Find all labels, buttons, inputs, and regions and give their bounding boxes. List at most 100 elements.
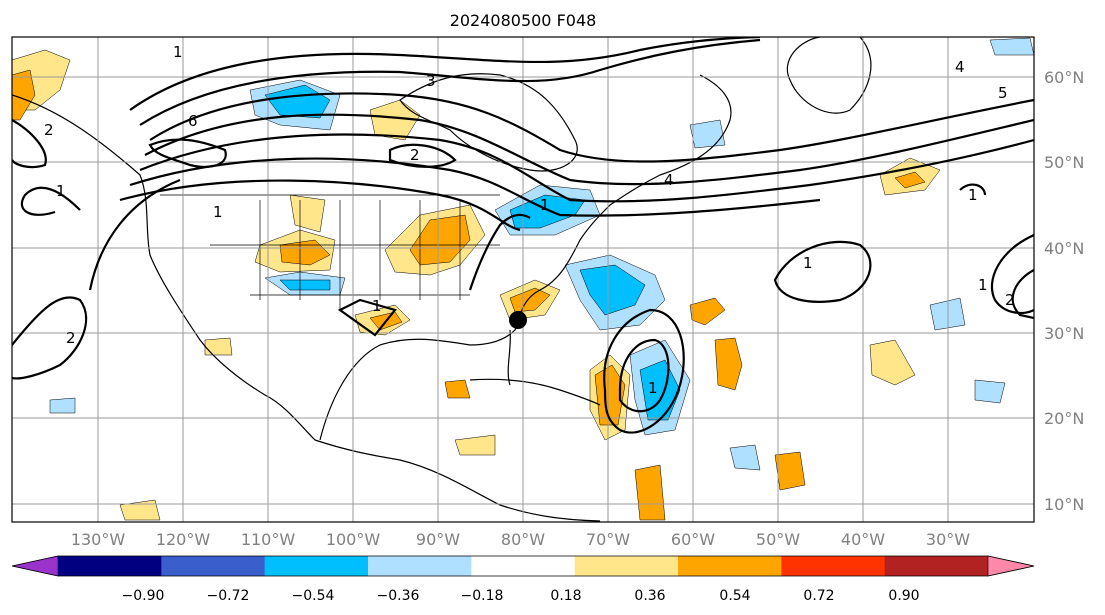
lon-label: 60°W [671, 530, 715, 549]
colorbar-tick-label: 0.18 [550, 588, 581, 604]
colorbar [11, 555, 1035, 577]
colorbar-segment [471, 556, 576, 576]
colorbar-tick-label: −0.54 [292, 588, 335, 604]
lon-label: 50°W [756, 530, 800, 549]
anomaly-positive [454, 434, 496, 456]
colorbar-segment [368, 556, 472, 576]
contour-line [990, 233, 1034, 315]
lat-label: 10°N [1044, 495, 1084, 514]
contour-label: 6 [188, 112, 198, 130]
contour-line [618, 338, 670, 413]
contour-label: 2 [44, 121, 54, 139]
colorbar-segment [987, 555, 1035, 577]
contour-line [139, 133, 1034, 203]
lat-label: 40°N [1044, 239, 1084, 258]
anomaly-negative [49, 397, 76, 414]
contour-label: 3 [426, 72, 436, 90]
contour-line [337, 298, 397, 337]
lon-label: 100°W [326, 530, 381, 549]
map-frame [11, 36, 1035, 523]
colorbar-segment [58, 556, 162, 576]
contour-labels: 1 1 2 2 3 4 4 5 6 1 1 2 1 1 1 1 2 1 [44, 43, 1015, 397]
contour-line [959, 183, 987, 196]
map-area: 1 1 2 2 3 4 4 5 6 1 1 2 1 1 1 1 2 1 [12, 37, 1034, 522]
contour-label: 1 [648, 379, 658, 397]
contour-label: 2 [1005, 291, 1015, 309]
lat-label: 60°N [1044, 68, 1084, 87]
anomaly-positive [444, 379, 471, 399]
colorbar-segment [678, 556, 782, 576]
anomaly-negative [579, 264, 646, 316]
colorbar-tick-label: −0.72 [207, 588, 250, 604]
contour-label: 1 [173, 43, 183, 61]
colorbar-tick-label: −0.90 [122, 588, 165, 604]
contour-line [149, 92, 1034, 163]
colorbar-segment [574, 556, 679, 576]
anomaly-positive [369, 99, 421, 141]
contour-label: 1 [978, 276, 988, 294]
anomaly-positive [204, 337, 233, 356]
contour-line [773, 240, 872, 303]
anomaly-negative [974, 379, 1006, 404]
contour-line [129, 157, 821, 217]
anomaly-positive [869, 339, 916, 386]
contour-label: 1 [56, 182, 66, 200]
contour-label: 1 [372, 297, 382, 315]
anomaly-positive [12, 69, 36, 121]
contour-label: 2 [66, 329, 76, 347]
lon-label: 120°W [156, 530, 211, 549]
colorbar-tick-labels: −0.90 −0.72 −0.54 −0.36 −0.18 0.18 0.36 … [122, 588, 920, 604]
colorbar-tick-label: 0.72 [803, 588, 834, 604]
colorbar-segment [781, 556, 886, 576]
colorbar-segment [161, 556, 266, 576]
anomaly-negative [729, 444, 761, 471]
contour-line [1011, 269, 1034, 320]
station-dot-marker [509, 311, 527, 329]
anomaly-positive [894, 171, 926, 189]
lon-label: 30°W [926, 530, 970, 549]
anomaly-positive [634, 464, 666, 521]
colorbar-segment [11, 555, 59, 577]
anomaly-positive [774, 451, 806, 491]
contour-label: 1 [803, 254, 813, 272]
contour-label: 1 [968, 186, 978, 204]
colorbar-tick-label: 0.36 [634, 588, 665, 604]
contour-label: 1 [213, 203, 223, 221]
lat-label: 20°N [1044, 409, 1084, 428]
contour-line [119, 179, 521, 232]
state-borders [160, 194, 500, 310]
contour-line [468, 213, 531, 291]
colorbar-frame [11, 555, 1035, 577]
anomaly-positive [594, 364, 626, 426]
contour-label: 4 [664, 171, 674, 189]
contour-label: 2 [410, 146, 420, 164]
colorbar-segment [264, 556, 369, 576]
lon-label: 110°W [241, 530, 296, 549]
contour-line [12, 119, 47, 169]
colorbar-segment [884, 556, 989, 576]
lat-label: 30°N [1044, 324, 1084, 343]
anomaly-positive [509, 287, 551, 313]
contour-line [12, 296, 88, 380]
anomaly-negative [279, 279, 331, 291]
anomaly-positive [119, 499, 161, 521]
lon-label: 90°W [416, 530, 460, 549]
coastlines [12, 37, 872, 522]
contour-line [148, 138, 227, 168]
latitude-labels: 60°N 50°N 40°N 30°N 20°N 10°N [1044, 68, 1084, 514]
contour-label: 1 [540, 196, 550, 214]
contour-line [144, 113, 1034, 186]
anomaly-negative [264, 84, 331, 119]
colorbar-tick-label: 0.54 [719, 588, 750, 604]
lat-label: 50°N [1044, 153, 1084, 172]
anomaly-negative [989, 37, 1034, 56]
contour-label: 4 [955, 58, 965, 76]
anomaly-negative [689, 119, 726, 149]
figure-title: 2024080500 F048 [450, 11, 597, 30]
contour-line [603, 308, 685, 434]
contour-line [388, 143, 457, 168]
lon-label: 70°W [586, 530, 630, 549]
anomaly-positive [279, 239, 331, 266]
anomaly-positive [289, 194, 326, 233]
